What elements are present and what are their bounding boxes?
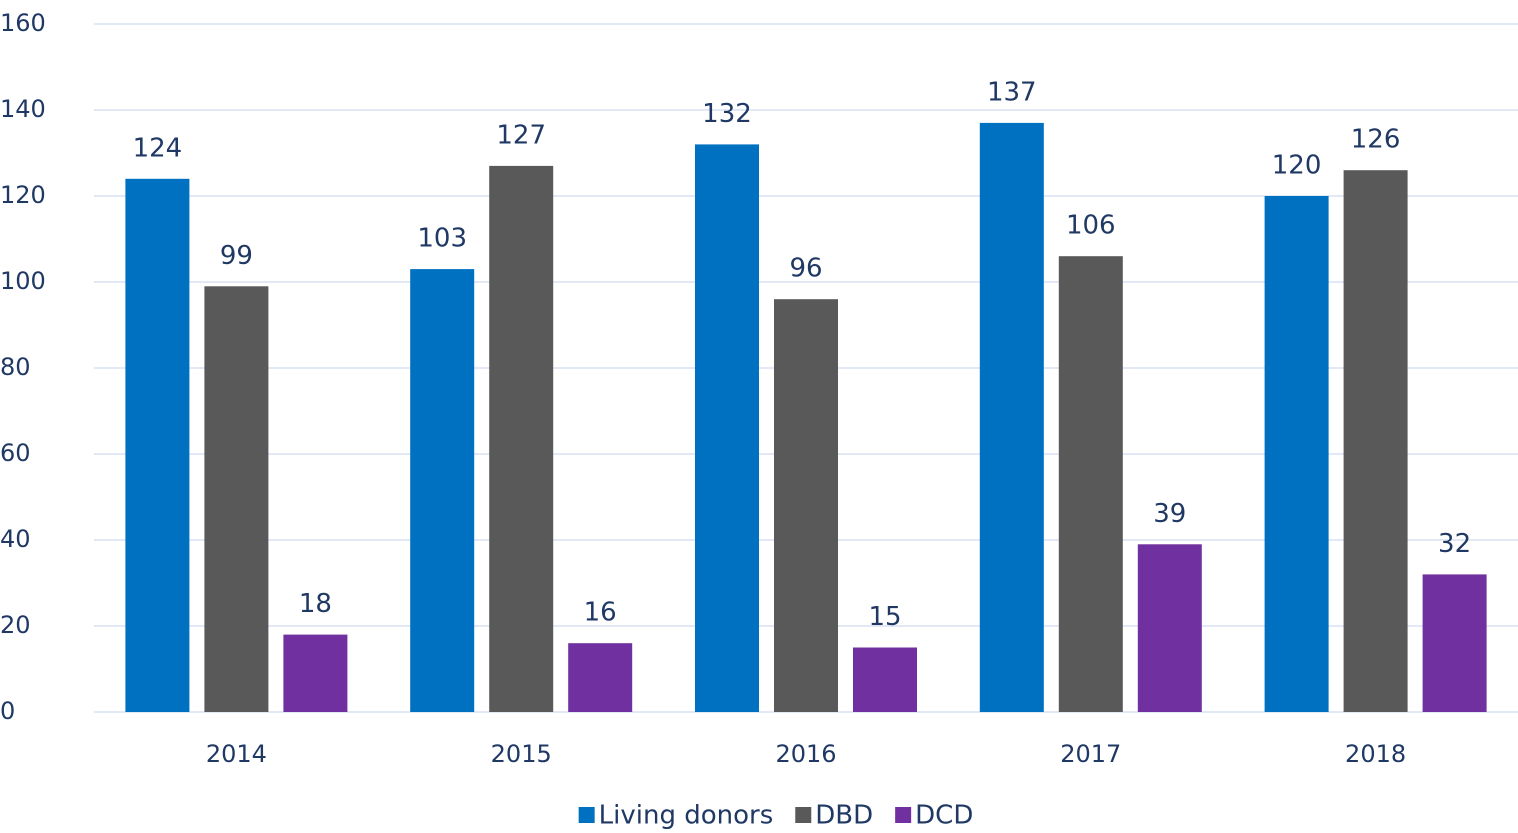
legend: Living donors DBD DCD <box>578 801 973 831</box>
legend-label: Living donors <box>599 801 774 831</box>
x-tick-label: 2017 <box>1060 740 1121 768</box>
data-label: 16 <box>584 598 617 628</box>
y-tick-label: 60 <box>0 439 31 467</box>
y-tick-label: 40 <box>0 525 31 553</box>
data-label: 18 <box>299 589 332 619</box>
data-label: 15 <box>868 602 901 632</box>
bar <box>1422 574 1487 712</box>
data-label: 32 <box>1438 529 1471 559</box>
bar <box>695 144 759 712</box>
legend-label: DBD <box>815 801 873 831</box>
data-label: 39 <box>1153 499 1186 529</box>
data-label: 126 <box>1351 125 1401 155</box>
bar <box>979 122 1044 712</box>
data-label: 99 <box>220 241 253 271</box>
bar <box>204 286 269 712</box>
y-tick-label: 160 <box>0 9 46 37</box>
y-tick-label: 100 <box>0 267 46 295</box>
y-tick-label: 20 <box>0 611 31 639</box>
data-label: 103 <box>417 224 467 254</box>
bar <box>283 634 348 712</box>
legend-swatch <box>895 807 912 823</box>
x-tick-label: 2018 <box>1345 740 1406 768</box>
y-tick-label: 120 <box>0 181 46 209</box>
data-label: 127 <box>496 120 546 150</box>
legend-label: DCD <box>915 801 973 831</box>
bar <box>1137 544 1202 712</box>
bar <box>568 643 633 712</box>
legend-swatch <box>795 807 812 823</box>
bar <box>774 299 838 712</box>
bar <box>125 178 190 713</box>
y-tick-label: 140 <box>0 95 46 123</box>
bar <box>853 647 917 712</box>
y-tick-label: 0 <box>0 697 15 725</box>
data-label: 137 <box>987 77 1037 107</box>
y-tick-label: 80 <box>0 353 31 381</box>
data-label: 96 <box>789 254 822 284</box>
bar <box>410 269 475 712</box>
x-tick-label: 2015 <box>491 740 552 768</box>
bar <box>1058 256 1123 712</box>
legend-swatch <box>578 807 595 823</box>
bar <box>1264 196 1329 712</box>
data-label: 106 <box>1066 211 1116 241</box>
bar <box>489 165 554 712</box>
x-tick-label: 2016 <box>775 740 836 768</box>
data-label: 124 <box>133 133 183 163</box>
bar <box>1343 170 1408 712</box>
data-label: 120 <box>1272 151 1322 181</box>
x-tick-label: 2014 <box>206 740 267 768</box>
data-label: 132 <box>702 99 752 129</box>
